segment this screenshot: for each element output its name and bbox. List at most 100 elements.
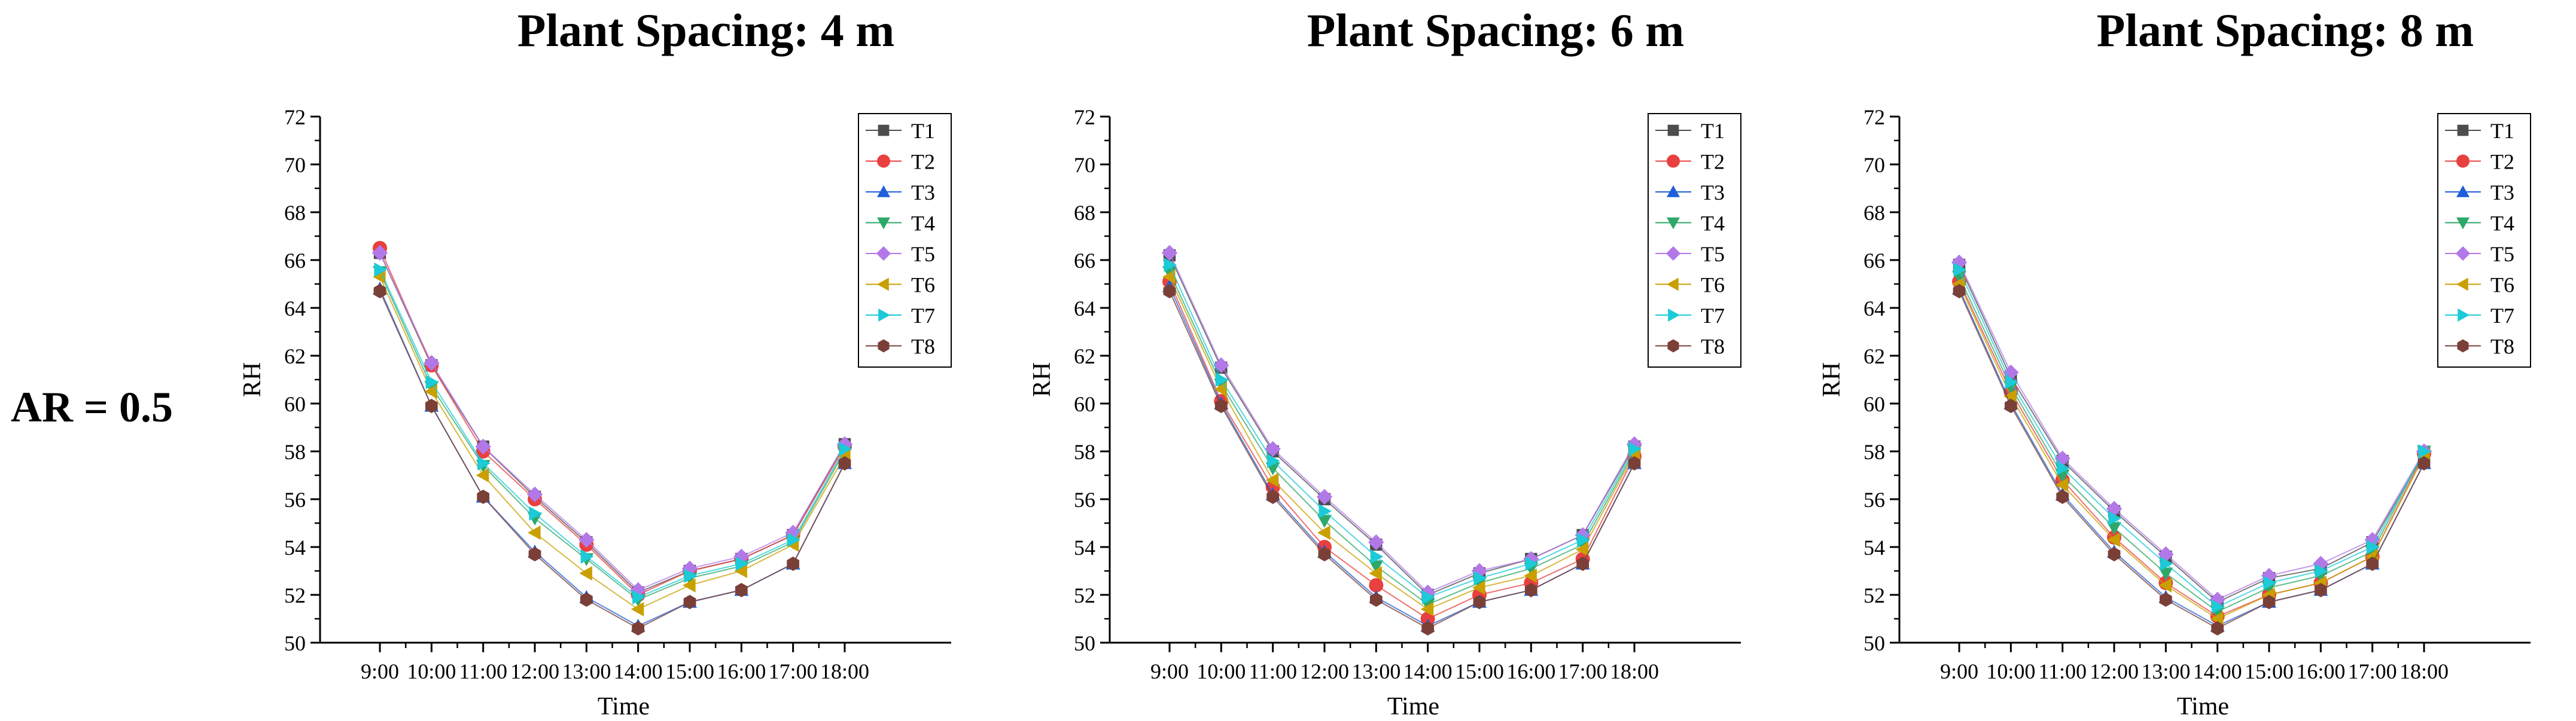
x-tick-label: 9:00 xyxy=(361,659,399,683)
y-tick-label: 62 xyxy=(284,344,306,368)
data-point-T8 xyxy=(1214,399,1228,413)
data-point-T8 xyxy=(2211,621,2224,636)
data-point-T7 xyxy=(1370,549,1384,564)
y-tick-label: 60 xyxy=(284,392,306,416)
data-point-T6 xyxy=(1162,270,1176,284)
data-point-T6 xyxy=(1369,566,1382,581)
x-tick-label: 10:00 xyxy=(1986,659,2035,683)
y-tick-label: 52 xyxy=(284,583,306,607)
data-point-T8 xyxy=(2004,399,2017,413)
legend-label-T8: T8 xyxy=(2490,335,2514,359)
x-tick-label: 13:00 xyxy=(1351,659,1400,683)
x-tick-label: 15:00 xyxy=(2245,659,2294,683)
series-T4 xyxy=(373,266,852,607)
x-tick-label: 12:00 xyxy=(2090,659,2139,683)
data-point-T8 xyxy=(1953,284,1966,298)
x-tick-label: 10:00 xyxy=(1196,659,1246,683)
data-point-T7 xyxy=(2315,564,2328,578)
series-line-T3 xyxy=(1169,286,1635,627)
x-tick-label: 16:00 xyxy=(1506,659,1555,683)
data-point-T7 xyxy=(1319,504,1332,518)
legend-marker-T1 xyxy=(2457,124,2469,136)
series-T6 xyxy=(1162,270,1640,616)
data-point-T8 xyxy=(2314,583,2327,597)
data-point-T7 xyxy=(2212,600,2225,614)
series-line-T8 xyxy=(1169,291,1635,630)
data-point-T6 xyxy=(1575,542,1589,557)
x-tick-label: 9:00 xyxy=(1150,659,1189,683)
series-line-T1 xyxy=(1959,264,2425,603)
chart-panel-1: 50 52 54 56 58 60 62 64 66 68 70 72 9:00 10:00 11:00 12… xyxy=(239,105,952,720)
y-tick-label: 72 xyxy=(284,105,306,129)
series-line-T7 xyxy=(1169,264,1635,598)
data-point-T7 xyxy=(787,533,800,547)
legend-marker-T7 xyxy=(1668,308,1680,322)
data-point-T7 xyxy=(839,442,852,456)
data-point-T8 xyxy=(1628,456,1641,471)
data-point-T5 xyxy=(1213,357,1229,374)
data-point-T6 xyxy=(734,564,747,578)
legend-marker-T8 xyxy=(878,339,890,353)
x-tick-label: 14:00 xyxy=(614,659,663,683)
series-T1 xyxy=(1953,258,2431,609)
data-point-T7 xyxy=(425,375,439,389)
legend-marker-T3 xyxy=(2456,185,2470,197)
y-tick-label: 54 xyxy=(1074,536,1095,560)
data-point-T6 xyxy=(1420,602,1434,616)
data-point-T6 xyxy=(373,270,386,284)
data-point-T8 xyxy=(1369,592,1383,607)
data-point-T8 xyxy=(632,621,645,636)
data-point-T8 xyxy=(528,547,541,561)
legend xyxy=(1648,113,1741,368)
data-point-T8 xyxy=(2417,456,2431,471)
x-tick-label: 14:00 xyxy=(2193,659,2242,683)
series-T4 xyxy=(1162,266,1642,612)
data-point-T7 xyxy=(1473,571,1487,585)
data-point-T7 xyxy=(477,456,491,471)
legend-label-T5: T5 xyxy=(911,242,935,266)
legend-label-T4: T4 xyxy=(1701,212,1725,236)
y-tick-label: 58 xyxy=(1074,440,1095,464)
series-line-T8 xyxy=(379,291,845,630)
y-tick-label: 58 xyxy=(1864,440,1885,464)
data-point-T6 xyxy=(2003,389,2017,404)
data-point-T8 xyxy=(580,592,593,607)
data-point-T5 xyxy=(2261,567,2277,584)
data-point-T8 xyxy=(1266,490,1280,504)
x-tick-label: 18:00 xyxy=(820,659,869,683)
data-point-T5 xyxy=(526,486,543,503)
data-point-T5 xyxy=(2106,500,2123,517)
legend-marker-T5 xyxy=(1665,246,1681,261)
data-point-T6 xyxy=(424,384,437,399)
x-tick-label: 16:00 xyxy=(717,659,766,683)
y-tick-label: 62 xyxy=(1074,344,1095,368)
data-point-T4 xyxy=(2107,522,2121,535)
series-T4 xyxy=(1952,271,2431,619)
legend-marker-T7 xyxy=(878,308,890,322)
data-point-T7 xyxy=(2005,375,2018,389)
x-tick-label: 11:00 xyxy=(1249,659,1297,683)
legend-label-T2: T2 xyxy=(2490,150,2514,174)
data-point-T6 xyxy=(2210,612,2224,626)
data-point-T7 xyxy=(1215,372,1229,387)
data-point-T8 xyxy=(2159,592,2172,607)
data-point-T6 xyxy=(2158,578,2172,592)
data-point-T7 xyxy=(1422,590,1435,604)
legend-marker-T3 xyxy=(1667,185,1680,197)
y-tick-label: 52 xyxy=(1864,583,1885,607)
y-tick-label: 66 xyxy=(1864,249,1885,273)
data-point-T7 xyxy=(2057,461,2070,475)
legend-label-T6: T6 xyxy=(2490,273,2514,297)
data-point-T4 xyxy=(1317,515,1332,528)
legend-marker-T5 xyxy=(876,246,891,261)
y-tick-label: 60 xyxy=(1074,392,1095,416)
data-point-T8 xyxy=(1473,595,1486,609)
x-tick-label: 17:00 xyxy=(2348,659,2397,683)
legend-label-T6: T6 xyxy=(1701,273,1725,297)
x-tick-label: 17:00 xyxy=(1558,659,1607,683)
y-tick-label: 56 xyxy=(1074,488,1095,512)
y-tick-label: 68 xyxy=(1074,201,1095,225)
legend-label-T3: T3 xyxy=(2490,181,2514,204)
data-point-T5 xyxy=(424,355,440,371)
